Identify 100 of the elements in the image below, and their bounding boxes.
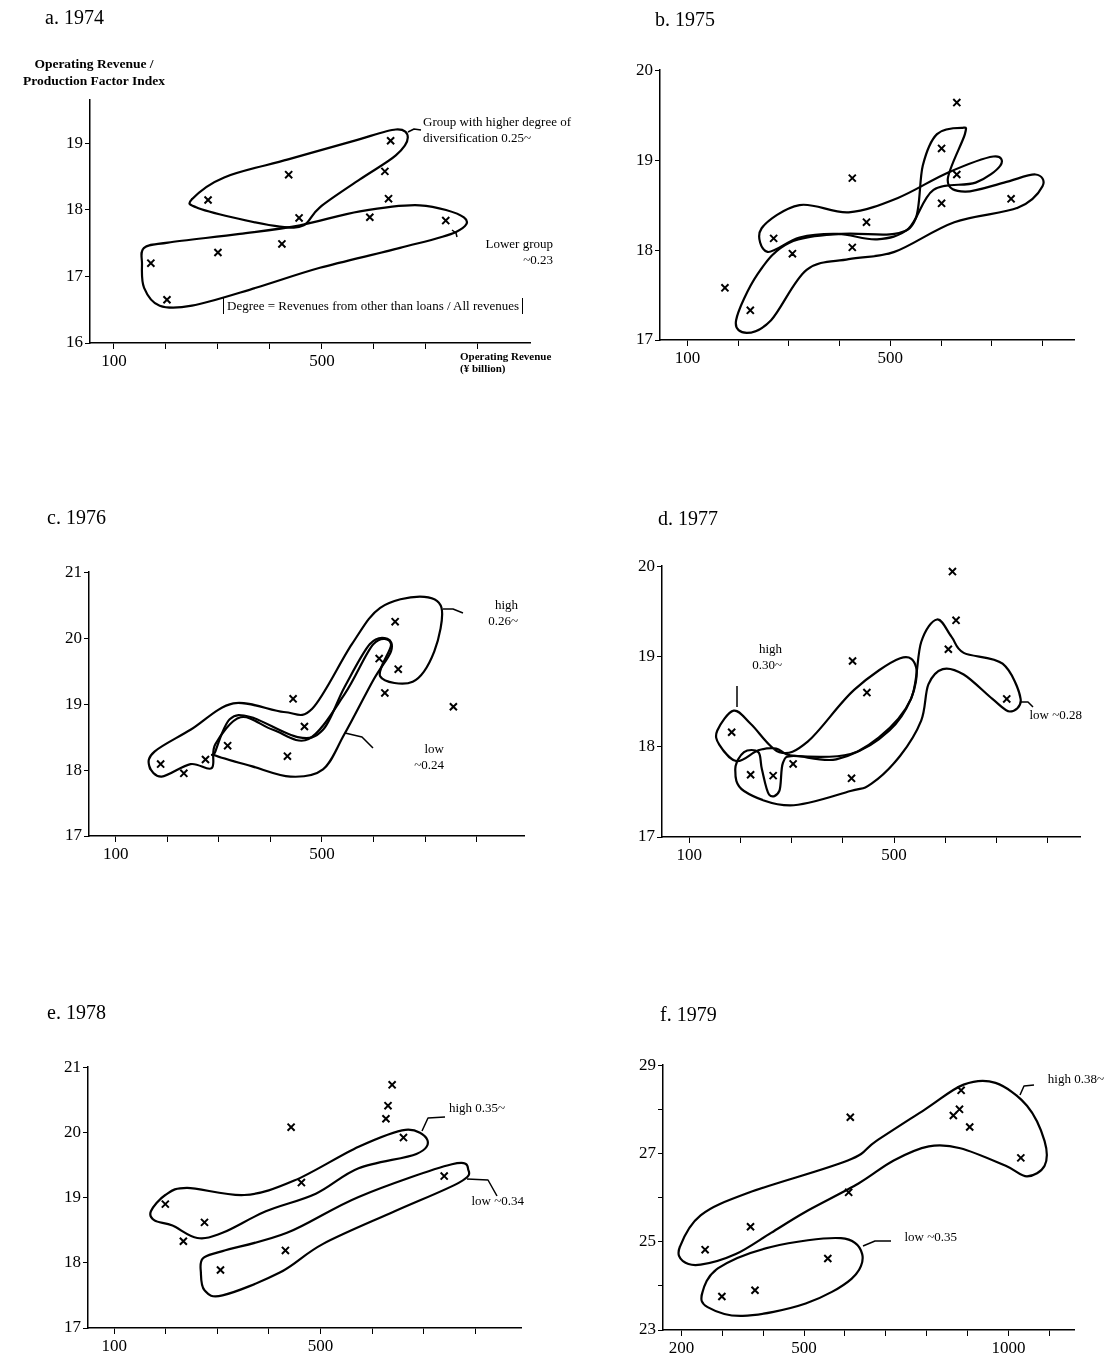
point <box>162 295 172 305</box>
y-tick-label: 20 <box>64 1121 81 1141</box>
x-axis-title: Operating Revenue (¥ billion) <box>460 350 553 375</box>
point <box>282 751 292 761</box>
x-tick-label: 100 <box>676 844 702 864</box>
chart-title: c. 1976 <box>47 506 106 529</box>
point <box>277 239 287 249</box>
x-tick-label: 500 <box>881 844 907 864</box>
point <box>381 1114 391 1124</box>
y-tick-label: 20 <box>636 59 653 79</box>
annotation: Group with higher degree of diversification 0.25~ <box>423 114 572 147</box>
point <box>848 656 858 666</box>
point <box>948 1110 958 1121</box>
point <box>951 615 961 625</box>
y-tick-label: 18 <box>65 759 82 779</box>
x-tick-label: 500 <box>877 347 904 367</box>
point <box>956 1085 966 1095</box>
point <box>223 741 233 751</box>
point <box>380 688 390 698</box>
x-tick-label: 200 <box>668 1337 695 1357</box>
point <box>952 98 962 108</box>
point <box>844 1187 854 1197</box>
y-tick-label: 27 <box>639 1142 657 1162</box>
annotation: high 0.35~ <box>449 1100 507 1117</box>
annotation: Lower group ~0.23 <box>484 236 553 269</box>
chart-title: e. 1978 <box>47 1001 106 1024</box>
point <box>847 242 857 252</box>
point <box>847 173 857 183</box>
point <box>700 1245 710 1255</box>
point <box>384 194 394 204</box>
point <box>439 1171 449 1181</box>
point <box>441 216 451 226</box>
y-tick-label: 17 <box>636 329 654 349</box>
annotation: low ~0.34 <box>470 1193 524 1210</box>
y-tick-label: 21 <box>65 561 82 581</box>
annotation: high 0.38~ <box>1046 1071 1104 1088</box>
y-tick-label: 29 <box>639 1054 656 1074</box>
point <box>178 1236 188 1246</box>
point <box>203 195 213 205</box>
point <box>284 170 294 180</box>
point <box>787 249 797 259</box>
point <box>952 169 962 180</box>
chart-title: a. 1974 <box>45 6 104 29</box>
point <box>286 1122 296 1132</box>
point <box>750 1285 760 1295</box>
point <box>383 1101 393 1111</box>
point <box>146 258 156 268</box>
point <box>294 213 304 223</box>
point <box>156 759 166 769</box>
point <box>823 1253 833 1264</box>
point <box>393 664 403 674</box>
point <box>862 688 872 698</box>
y-tick-label: 18 <box>66 199 83 219</box>
point <box>720 283 730 293</box>
point <box>296 1178 306 1188</box>
point <box>847 773 857 783</box>
y-tick-label: 17 <box>64 1317 82 1337</box>
y-tick-label: 23 <box>639 1319 656 1339</box>
x-tick-label: 100 <box>674 347 701 367</box>
point <box>200 754 211 765</box>
x-tick-label: 100 <box>101 350 127 370</box>
point <box>937 143 947 153</box>
annotation: low ~0.24 <box>413 741 444 774</box>
point <box>768 771 778 781</box>
x-tick-label: 100 <box>103 843 129 863</box>
y-tick-label: 17 <box>65 825 83 845</box>
point <box>746 770 756 780</box>
point <box>717 1291 727 1301</box>
x-tick-label: 500 <box>309 843 335 863</box>
y-tick-label: 18 <box>638 736 655 756</box>
annotation: low ~0.35 <box>903 1229 957 1246</box>
chart-title: b. 1975 <box>655 8 715 31</box>
point <box>380 166 390 176</box>
point <box>387 1080 397 1090</box>
point <box>845 1112 855 1122</box>
point <box>288 694 298 704</box>
point <box>179 768 189 778</box>
point <box>213 248 223 258</box>
x-tick-label: 500 <box>791 1337 817 1357</box>
point <box>745 305 755 315</box>
point <box>160 1199 170 1209</box>
point <box>965 1122 975 1132</box>
x-tick-label: 1000 <box>991 1337 1026 1357</box>
point <box>215 1265 226 1275</box>
y-axis-title: Operating Revenue / Production Factor Index <box>22 56 166 90</box>
point <box>788 759 798 769</box>
chart-title: d. 1977 <box>658 507 718 530</box>
point <box>365 212 375 222</box>
y-tick-label: 16 <box>66 332 83 352</box>
y-tick-label: 20 <box>65 627 82 647</box>
point <box>769 233 779 243</box>
point <box>947 567 957 577</box>
point <box>390 617 400 627</box>
y-tick-label: 21 <box>64 1056 81 1076</box>
x-tick-label: 500 <box>307 1335 334 1355</box>
point <box>280 1245 290 1255</box>
y-tick-label: 18 <box>64 1252 81 1272</box>
point <box>386 136 396 146</box>
y-tick-label: 19 <box>65 693 82 713</box>
point <box>374 654 384 664</box>
